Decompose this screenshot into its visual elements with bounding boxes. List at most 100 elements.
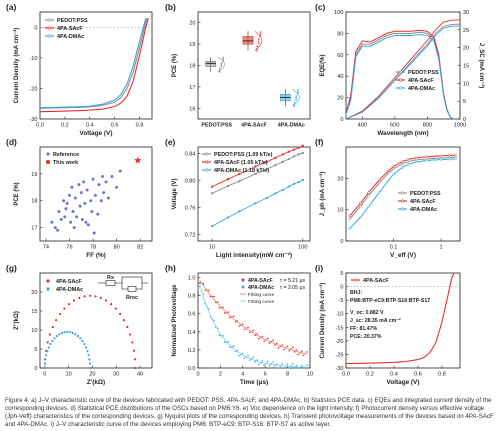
- panel-h-point: [261, 360, 264, 362]
- panel-h-frame: [197, 272, 311, 369]
- panel-e-legend-label: 4PA-SAcF (1.05 kT/e): [214, 160, 268, 166]
- panel-b-category-label: PEDOT:PSS: [201, 123, 232, 129]
- panel-h-point: [283, 367, 285, 369]
- panel-g-xtick-label: 30: [113, 372, 119, 378]
- panel-a-legend-marker: [47, 18, 51, 22]
- panel-h-point: [281, 363, 283, 365]
- panel-g-point: [66, 330, 69, 333]
- panel-c-jsc-line: [345, 19, 461, 120]
- panel-d-reference-point: [102, 191, 106, 195]
- panel-g-circuit-rs: [105, 280, 116, 286]
- panel-h-point: [213, 319, 215, 322]
- panel-i-xtick-label: 0.6: [414, 372, 422, 378]
- panel-h-point: [293, 366, 296, 369]
- panel-e-point: [211, 192, 214, 195]
- panel-d-legend-marker: [46, 160, 50, 164]
- panel-h-point: [292, 363, 294, 365]
- panel-g-point: [104, 299, 108, 302]
- panel-h-point: [288, 367, 291, 369]
- panel-d-legend-label: This work: [53, 160, 78, 166]
- panel-c-y2tick-label: 5: [463, 99, 466, 105]
- panel-h-point: [256, 359, 258, 361]
- panel-h-ytick-label: 0.0: [188, 366, 196, 372]
- panel-b-ytick-label: 19: [189, 42, 195, 48]
- panel-f-point: [377, 178, 381, 182]
- panel-h-point: [266, 337, 269, 340]
- panel-f-ytick-label: 20: [337, 176, 343, 182]
- panel-b-point: [256, 45, 259, 48]
- panel-h-point: [261, 335, 264, 338]
- panel-g-point: [84, 346, 88, 349]
- panel-f-point: [406, 158, 410, 161]
- panel-d-reference-point: [97, 183, 101, 187]
- panel-c-xtick-label: 400: [358, 123, 367, 129]
- panel-b-ylabel: PCE (%): [172, 54, 178, 77]
- panel-b-point: [258, 38, 260, 40]
- panel-h-point: [229, 316, 231, 319]
- panel-f-point: [454, 153, 457, 157]
- panel-h-xlabel: Time (μs): [240, 379, 268, 386]
- panel-c-legend-label: 4PA-SAcF: [408, 78, 434, 84]
- panel-f-point: [348, 217, 352, 221]
- panel-e-point: [211, 225, 214, 228]
- panel-i-legend-label: 4PA-SAcF: [363, 278, 389, 284]
- panel-d-reference-point: [59, 218, 63, 222]
- panel-d-xlabel: FF (%): [86, 252, 106, 259]
- panel-c-legend-label: PEDOT:PSS: [408, 70, 439, 76]
- panel-g-legend-marker: [46, 279, 50, 283]
- panel-c-ytick-label: 0: [340, 117, 343, 123]
- panel-g-point: [122, 319, 126, 322]
- panel-b-letter: (b): [165, 2, 176, 12]
- panel-h-letter: (h): [165, 263, 176, 273]
- panel-e-point: [297, 146, 300, 149]
- panel-h-point: [302, 354, 305, 357]
- panel-d-reference-point: [67, 193, 71, 197]
- panel-g-point: [71, 331, 74, 335]
- panel-e-point: [281, 188, 284, 191]
- panel-c-xtick-label: 1000: [454, 123, 466, 129]
- panel-d-reference-point: [86, 223, 90, 227]
- panel-g-xtick-label: 0: [43, 372, 46, 378]
- panel-h-point: [292, 346, 294, 349]
- panel-h-point: [274, 344, 276, 346]
- panel-i-ytick-label: -20: [335, 339, 343, 345]
- panel-g-point: [63, 307, 66, 310]
- panel-h-ylabel: Normalized Photovoltage: [172, 284, 178, 357]
- panel-h-legend-fit-label: Fitting curve: [248, 292, 274, 298]
- panel-a-xtick-label: 0.4: [86, 123, 94, 129]
- panel-f-legend-marker: [400, 199, 404, 203]
- panel-h-point: [266, 360, 269, 363]
- panel-a-xtick-label: 0.8: [136, 123, 144, 129]
- panel-g-point: [87, 354, 90, 357]
- panel-f-point: [392, 167, 395, 171]
- panel-h-point: [213, 295, 215, 298]
- panel-a-ytick-label: 0: [34, 25, 37, 31]
- panel-f-frame: [345, 146, 461, 242]
- panel-a-frame: [39, 11, 153, 120]
- panel-b-box: [242, 36, 254, 45]
- panel-h-point: [227, 340, 230, 343]
- panel-b-point: [295, 99, 297, 101]
- panel-f-point: [425, 155, 429, 158]
- panel-i-series-line: [345, 272, 455, 365]
- panel-g-ytick-label: 20: [31, 290, 37, 296]
- panel-e-ytick-label: 0.76: [185, 205, 196, 211]
- panel-e-point: [281, 153, 284, 156]
- panel-h-point: [283, 348, 285, 351]
- panel-f-point: [406, 160, 410, 163]
- panel-e-point: [238, 210, 241, 213]
- panel-c-y2tick-label: 15: [463, 64, 469, 70]
- panel-e-point: [274, 192, 277, 195]
- panel-h-point: [252, 329, 255, 332]
- panel-h-point: [274, 365, 276, 367]
- panel-h-point: [222, 306, 224, 309]
- panel-d-reference-point: [71, 209, 75, 213]
- panel-c-letter: (c): [315, 2, 326, 12]
- panel-f-point: [406, 163, 410, 166]
- panel-e-point: [301, 178, 304, 181]
- panel-f-point: [377, 181, 381, 185]
- panel-f-xlabel: V_eff (V): [390, 252, 416, 259]
- panel-e-point: [287, 185, 290, 188]
- panel-f-xtick-label: 1: [440, 245, 443, 251]
- panel-e-point: [297, 180, 300, 183]
